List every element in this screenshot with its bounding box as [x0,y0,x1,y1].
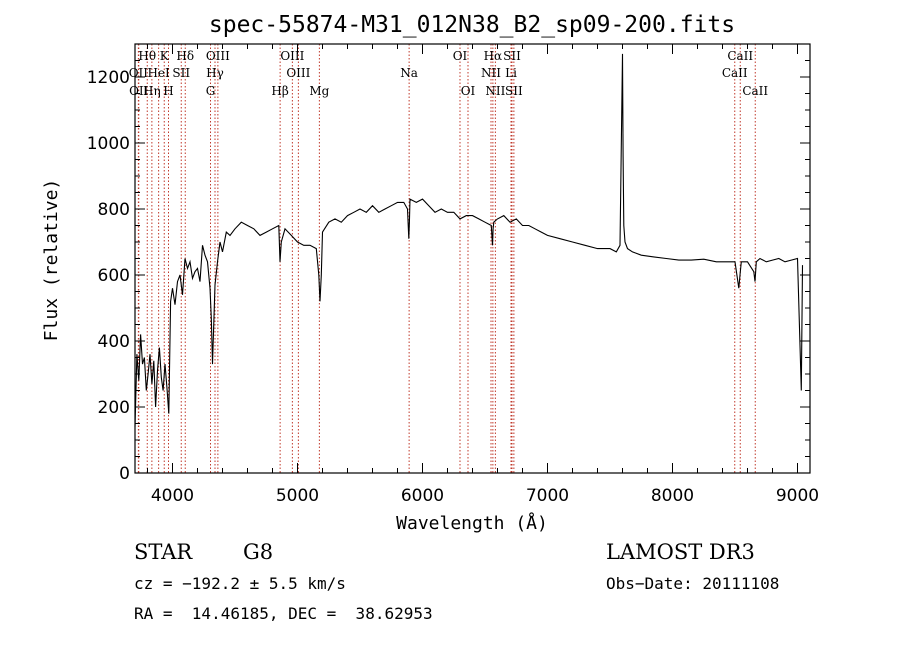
spectral-line-label: G [206,84,216,98]
x-axis-ticks: 4000 5000 6000 7000 8000 9000 [147,44,819,506]
y-tick-label: 1200 [87,68,130,88]
spectral-line-label: HeI [147,66,170,80]
coordinates: RA = 14.46185, DEC = 38.62953 [134,604,433,623]
spectral-line-label: Hβ [271,84,288,98]
object-class: STAR [134,540,193,564]
y-tick-label: 800 [98,200,130,220]
chart-title: spec-55874-M31_012N38_B2_sp09-200.fits [209,12,735,38]
x-tick-label: 7000 [526,486,569,506]
x-tick-label: 5000 [276,486,319,506]
spectral-line-label: K [160,49,170,63]
spectral-line-label: OIII [206,49,230,63]
spectral-line-label: Hδ [176,49,194,63]
spectral-line-label: NII [481,66,501,80]
spectrum-series-line [134,53,804,427]
y-tick-label: 1000 [87,134,130,154]
spectral-line-label: OIII [286,66,310,80]
spectral-line-label: Li [505,66,517,80]
observation-date: Obs−Date: 20111108 [606,574,780,593]
y-tick-label: 600 [98,266,130,286]
spectral-line-label: SII [505,84,523,98]
spectral-line-label: NII [485,84,505,98]
spectral-line-label: OII [129,84,149,98]
spectral-line-label: Hη [143,84,161,98]
survey-name: LAMOST DR3 [606,540,755,564]
y-axis-label: Flux (relative) [41,179,62,342]
spectral-line-label: SII [172,66,190,80]
spectral-line-label: Mg [309,84,329,98]
spectral-line-label: Na [400,66,418,80]
x-tick-label: 6000 [401,486,444,506]
y-axis-ticks: 0 200 400 600 800 1000 1200 [87,43,810,484]
redshift-velocity: cz = −192.2 ± 5.5 km/s [134,574,346,593]
spectral-line-label: OI [461,84,476,98]
y-tick-label: 400 [98,332,130,352]
spectral-line-label: H [163,84,173,98]
y-tick-label: 0 [119,464,130,484]
spectral-line-label: CaII [742,84,768,98]
spectral-line-label: Hα [484,49,503,63]
x-tick-label: 4000 [151,486,194,506]
spectral-line-label: Hθ [138,49,156,63]
x-axis-label: Wavelength (Å) [396,512,548,534]
x-tick-label: 8000 [651,486,694,506]
spectral-line-label: Hγ [206,66,224,80]
y-tick-label: 200 [98,398,130,418]
spectral-line-label: CaII [722,66,748,80]
spectral-line-label: SII [503,49,521,63]
object-subclass: G8 [243,540,274,564]
spectral-line-label: OIII [280,49,304,63]
spectral-line-label: CaII [727,49,753,63]
spectral-line-label: OII [129,66,149,80]
plot-frame [134,43,811,474]
spectral-line-label: OI [453,49,468,63]
x-tick-label: 9000 [776,486,819,506]
